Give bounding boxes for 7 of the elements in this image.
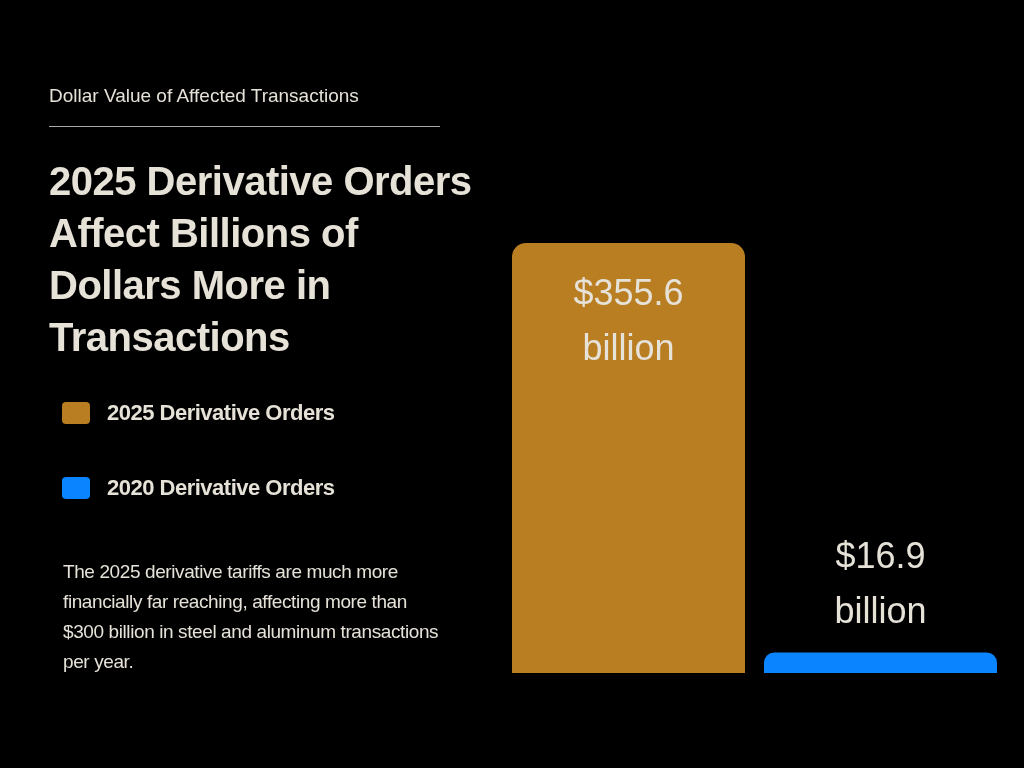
chart-title: 2025 Derivative Orders Affect Billions of Dollars More in Transactions — [49, 158, 473, 361]
text: Dollar Value of Affected Transactions — [49, 85, 359, 107]
legend-label: 2020 Derivative Orders — [107, 475, 335, 501]
text: The 2025 derivative tariffs are much more financially far reaching, affecting more than $300 billion in steel and aluminum transactions per year. — [63, 560, 440, 674]
data-label: $16.9 billion — [834, 534, 927, 631]
legend-label: 2025 Derivative Orders — [107, 400, 335, 426]
data-label: $355.6 billion — [573, 272, 684, 368]
